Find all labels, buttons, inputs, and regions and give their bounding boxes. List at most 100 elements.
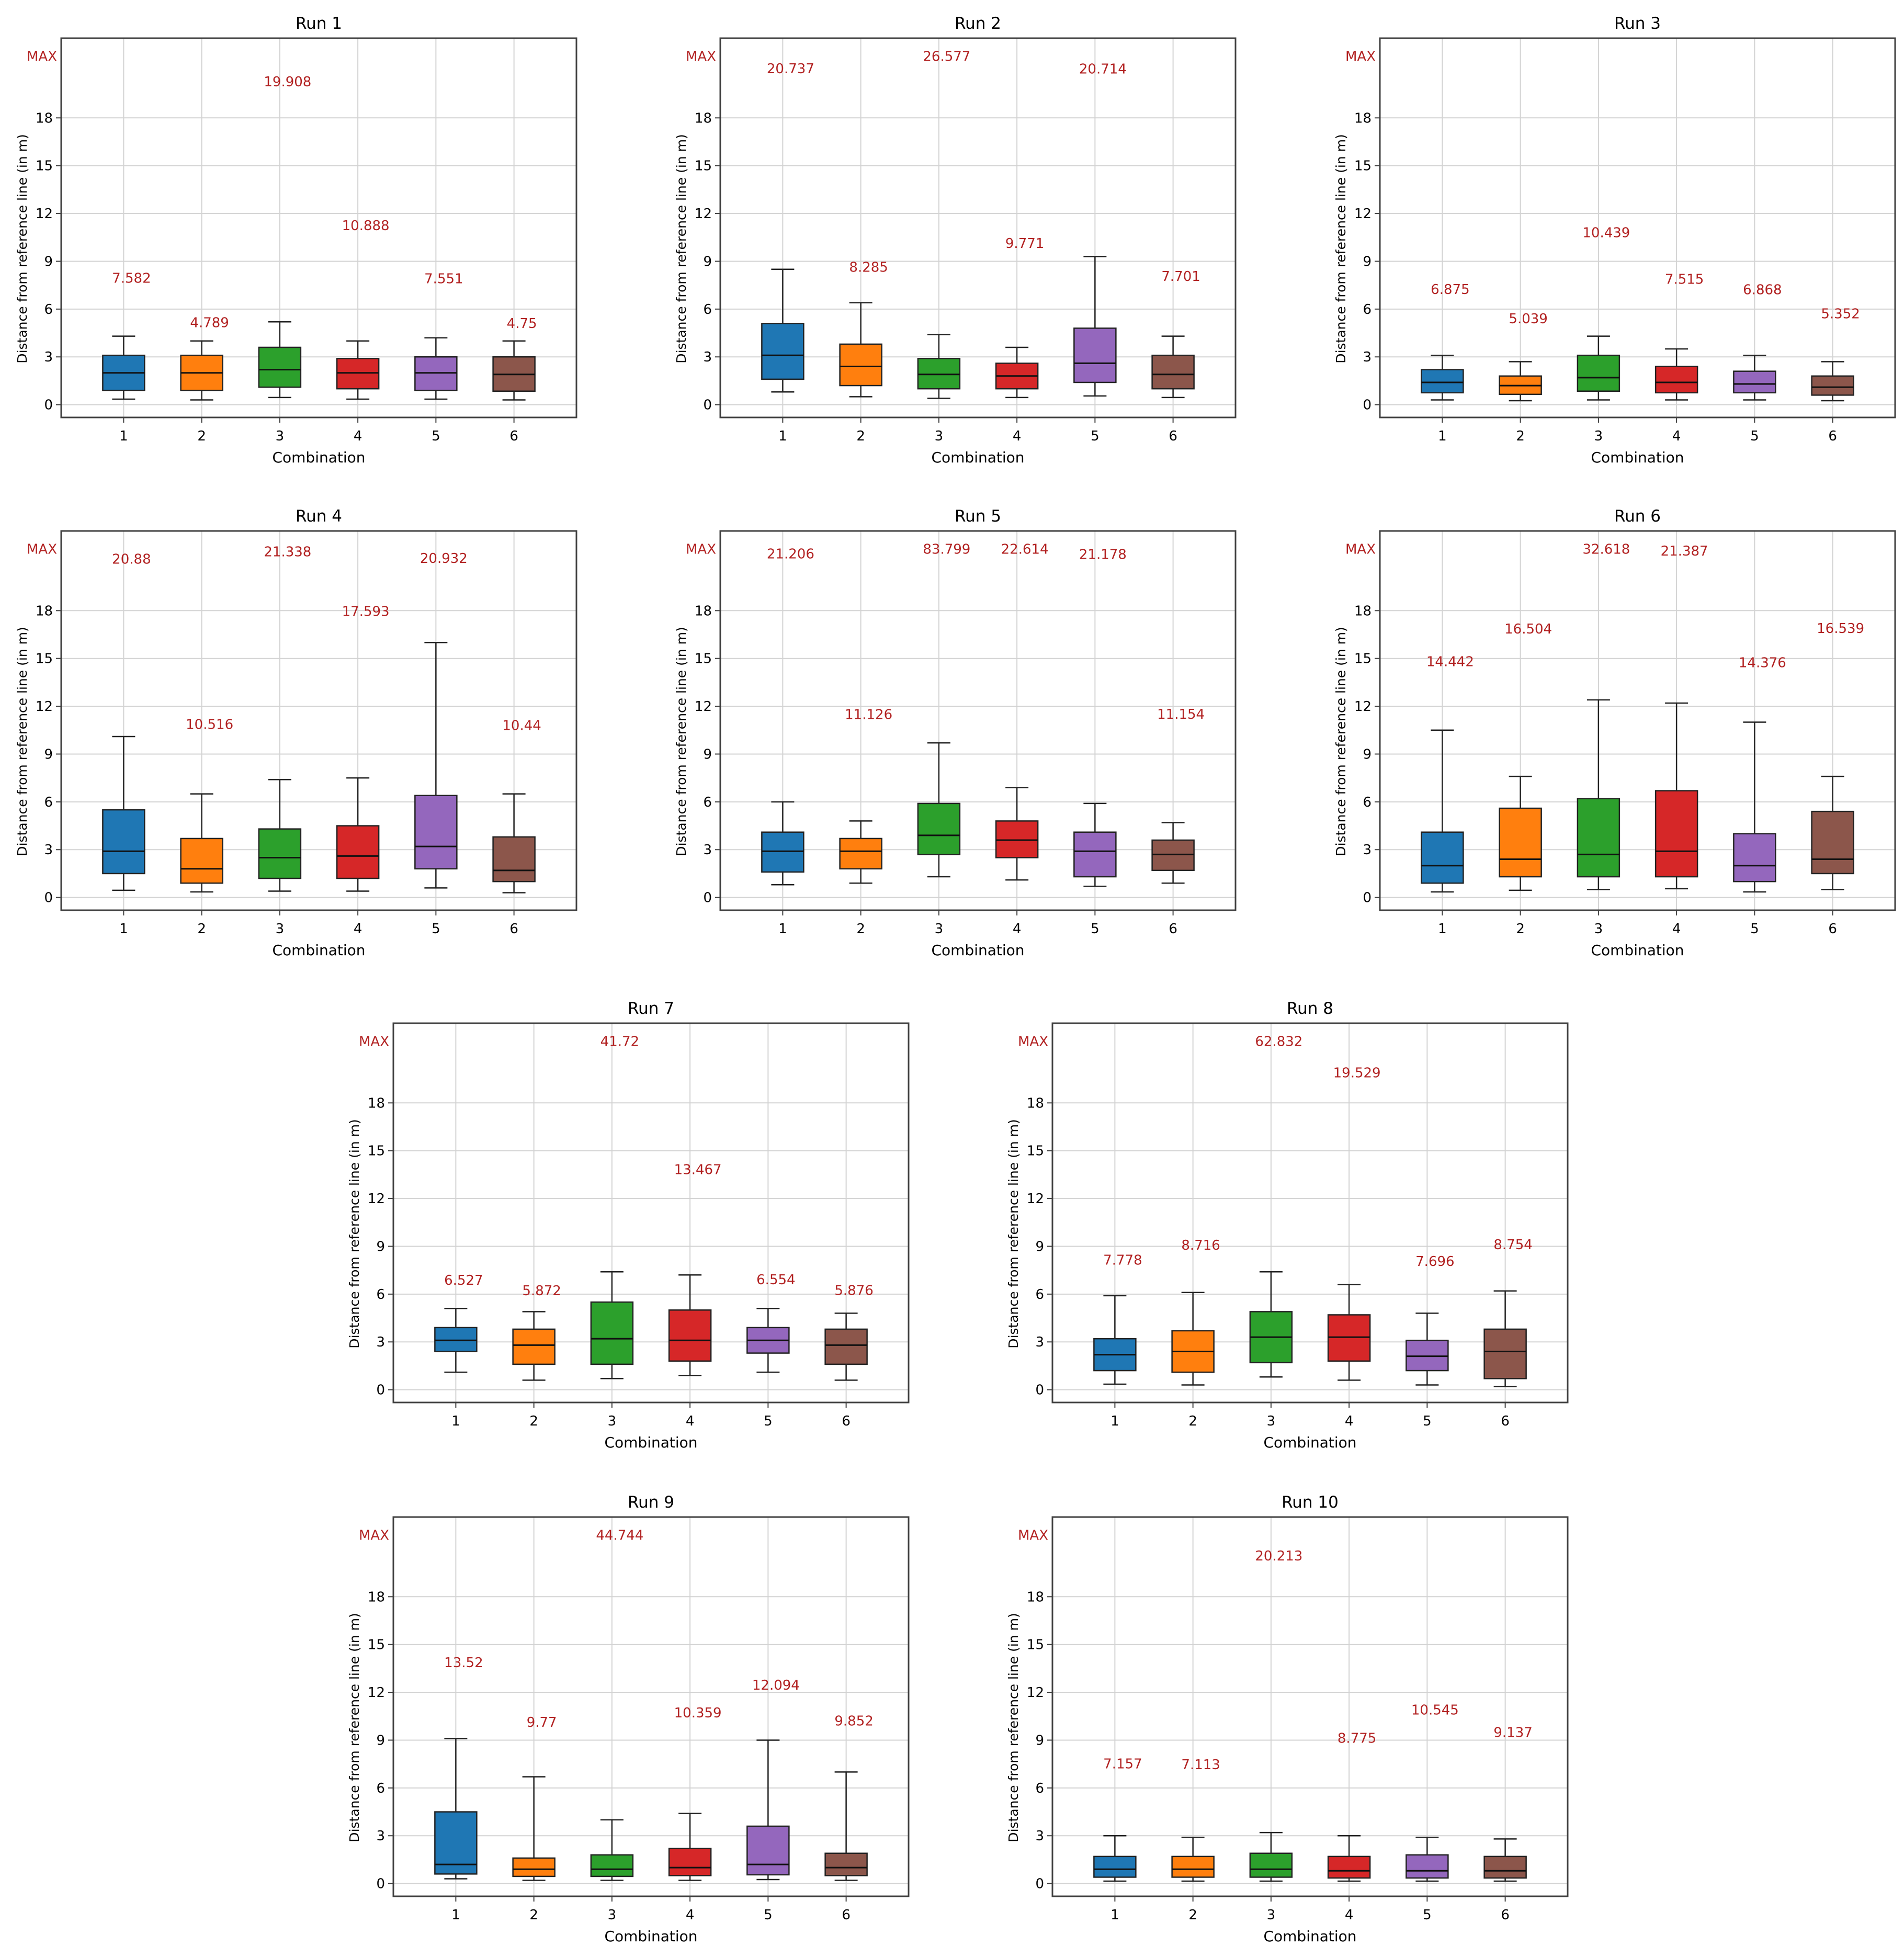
max-value-label: 8.716 xyxy=(1181,1238,1220,1253)
iqr-box xyxy=(102,809,145,875)
y-tick-label: 18 xyxy=(695,110,712,126)
x-tick-label: 2 xyxy=(197,428,206,444)
max-value-label: 21.178 xyxy=(1079,547,1127,563)
y-tick-label: 9 xyxy=(703,746,712,762)
iqr-box xyxy=(1406,1854,1449,1879)
iqr-box xyxy=(1327,1856,1371,1879)
y-tick-label: 12 xyxy=(36,699,53,715)
max-value-label: 13.467 xyxy=(674,1162,722,1178)
box-combination-4: 10.888 xyxy=(336,218,390,400)
x-tick-label: 3 xyxy=(935,921,944,937)
y-tick-label: 18 xyxy=(1027,1095,1044,1111)
iqr-box xyxy=(839,838,882,870)
box-combination-5: 21.178 xyxy=(1073,547,1127,887)
y-tick-label: 12 xyxy=(695,699,712,715)
iqr-box xyxy=(1249,1852,1293,1878)
x-tick-label: 2 xyxy=(197,921,206,937)
box-combination-2: 7.113 xyxy=(1171,1757,1220,1882)
box-combination-6: 9.852 xyxy=(824,1714,874,1881)
y-tick-label: 3 xyxy=(703,842,712,858)
max-value-label: 21.387 xyxy=(1661,544,1708,559)
box-combination-2: 8.285 xyxy=(839,259,888,398)
box-combination-2: 9.77 xyxy=(512,1715,557,1881)
y-tick-label: 18 xyxy=(368,1589,385,1605)
box-combination-6: 7.701 xyxy=(1151,269,1200,399)
iqr-box xyxy=(180,838,223,884)
box-combination-5: 20.932 xyxy=(414,551,468,889)
x-axis-label: Combination xyxy=(604,1434,697,1451)
y-tick-label: 3 xyxy=(44,842,53,858)
iqr-box xyxy=(668,1848,712,1876)
max-value-label: 6.868 xyxy=(1743,282,1782,298)
box-combination-2: 4.789 xyxy=(180,315,229,401)
y-axis-label: Distance from reference line (in m) xyxy=(1333,134,1348,363)
chart-title: Run 5 xyxy=(955,507,1001,526)
max-value-label: 5.039 xyxy=(1509,311,1547,327)
max-value-label: 26.577 xyxy=(923,49,970,65)
x-axis-label: Combination xyxy=(1263,1928,1356,1945)
y-tick-label: 18 xyxy=(36,603,53,619)
y-tick-label: 6 xyxy=(376,1781,385,1796)
iqr-box xyxy=(1654,366,1698,394)
chart-panel-4: 20.8810.51621.33817.59320.93210.44036912… xyxy=(15,507,577,959)
max-value-label: 14.442 xyxy=(1426,654,1474,670)
max-value-label: 8.754 xyxy=(1493,1237,1532,1253)
max-value-label: 6.527 xyxy=(444,1273,483,1288)
y-tick-label: 0 xyxy=(703,890,712,906)
max-value-label: 12.094 xyxy=(752,1678,800,1693)
y-axis-label: Distance from reference line (in m) xyxy=(15,134,30,363)
x-tick-label: 1 xyxy=(119,921,128,937)
y-tick-label: 9 xyxy=(44,746,53,762)
x-axis-label: Combination xyxy=(272,449,365,466)
y-tick-label: 0 xyxy=(376,1383,385,1398)
box-combination-3: 26.577 xyxy=(917,49,970,399)
x-tick-label: 6 xyxy=(842,1413,851,1429)
box-combination-5: 10.545 xyxy=(1406,1702,1459,1882)
box-combination-3: 19.908 xyxy=(258,74,311,399)
box-combination-6: 4.75 xyxy=(492,316,537,401)
iqr-box xyxy=(258,828,302,879)
x-tick-label: 3 xyxy=(608,1907,617,1923)
iqr-box xyxy=(1421,831,1464,884)
iqr-box xyxy=(1073,831,1117,878)
box-combination-6: 11.154 xyxy=(1151,707,1205,884)
iqr-box xyxy=(512,1857,556,1877)
x-tick-label: 2 xyxy=(1516,428,1525,444)
x-tick-label: 4 xyxy=(686,1907,695,1923)
iqr-box xyxy=(492,836,536,883)
iqr-box xyxy=(1577,798,1620,878)
iqr-box xyxy=(761,831,804,873)
y-tick-label: 15 xyxy=(695,159,712,174)
plot-frame xyxy=(719,37,1237,418)
box-combination-1: 20.737 xyxy=(761,61,814,393)
iqr-box xyxy=(590,1301,634,1365)
box-combination-5: 20.714 xyxy=(1073,62,1127,397)
max-value-label: 5.352 xyxy=(1821,307,1860,322)
max-row-label: MAX xyxy=(1345,542,1376,558)
iqr-box xyxy=(824,1328,868,1365)
max-value-label: 13.52 xyxy=(444,1655,483,1671)
max-value-label: 10.359 xyxy=(674,1705,722,1721)
x-tick-label: 5 xyxy=(764,1413,773,1429)
chart-panel-10: 7.157 7.11320.2138.77510.5459.13703691215… xyxy=(1006,1493,1569,1945)
y-tick-label: 0 xyxy=(44,890,53,906)
x-axis-label: Combination xyxy=(931,449,1024,466)
box-combination-4: 13.467 xyxy=(668,1162,722,1376)
chart-panel-6: 14.442 16.504 32.618 21.387 14.376 16.539 0 3 6 9… xyxy=(1333,507,1896,959)
iqr-box xyxy=(336,825,380,879)
box-combination-1: 7.582 xyxy=(102,271,151,400)
plot-frame xyxy=(1051,1022,1569,1404)
y-tick-label: 9 xyxy=(376,1239,385,1254)
chart-title: Run 8 xyxy=(1287,999,1333,1018)
chart-panel-8: 7.7788.71662.83219.5297.6968.75403691215… xyxy=(1006,999,1569,1451)
x-tick-label: 2 xyxy=(856,428,865,444)
iqr-box xyxy=(761,323,804,380)
max-value-label: 8.775 xyxy=(1338,1730,1376,1746)
y-axis-label: Distance from reference line (in m) xyxy=(674,627,689,856)
max-value-label: 41.72 xyxy=(600,1034,639,1050)
chart-title: Run 2 xyxy=(955,14,1001,33)
max-value-label: 9.771 xyxy=(1005,236,1044,252)
box-combination-3: 83.799 xyxy=(917,542,970,878)
max-value-label: 11.126 xyxy=(845,707,892,723)
y-tick-label: 9 xyxy=(1035,1733,1044,1748)
